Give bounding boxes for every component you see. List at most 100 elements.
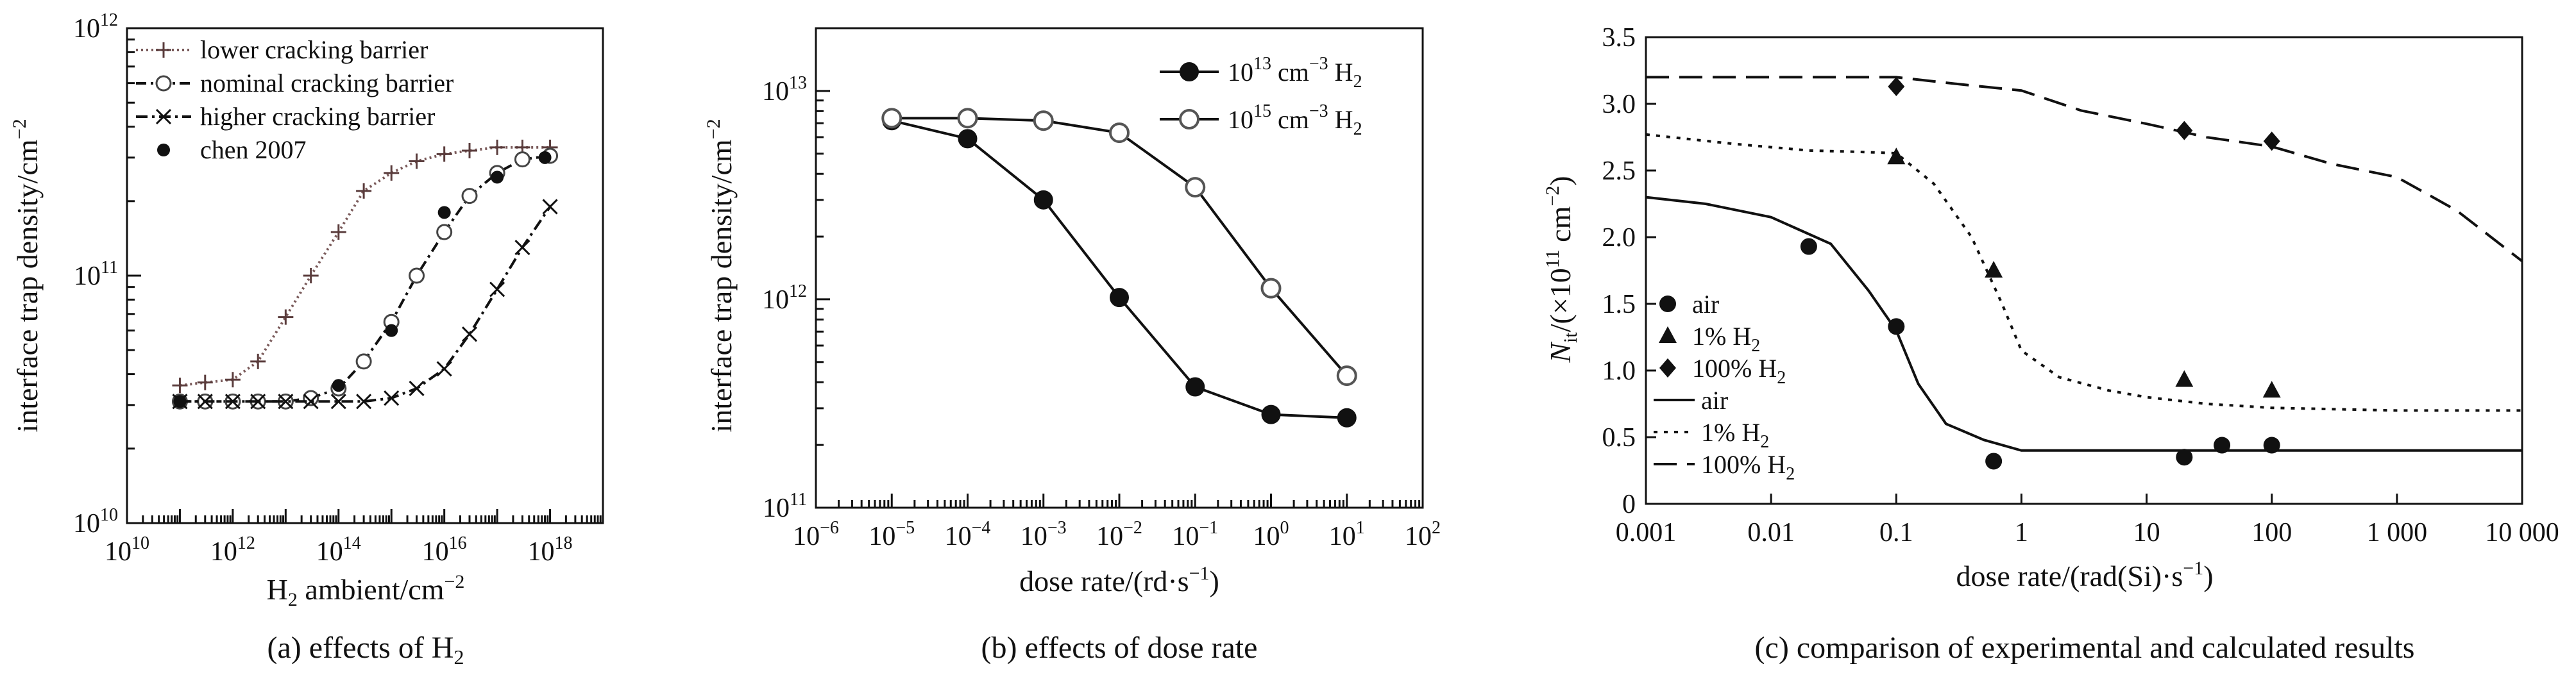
data-point-chen-2007 bbox=[173, 395, 187, 408]
data-point-nominal-cracking-barrier bbox=[409, 267, 425, 284]
x-tick-label: 100 bbox=[2251, 518, 2292, 547]
panel-a-legend: lower cracking barrier nominal cracking b… bbox=[136, 35, 453, 164]
data-point-higher-cracking-barrier bbox=[489, 281, 505, 297]
panel-b-ticks: 10−6 10−5 10−4 10−3 10−2 10−1 100 101 102 1011 101… bbox=[762, 27, 1441, 551]
legend-marker-1e13 bbox=[1180, 62, 1199, 81]
y-tick-label: 1012 bbox=[762, 281, 807, 315]
panel-a-chart: 1010 1012 1014 1016 1018 1010 1011 1012 lower c… bbox=[9, 10, 604, 669]
panel-c-plot-frame bbox=[1645, 36, 2523, 505]
x-tick-label: 1010 bbox=[105, 533, 149, 567]
measured-point-circle bbox=[1985, 453, 2003, 470]
legend-label: 100% H2 bbox=[1692, 354, 1786, 388]
x-tick-label: 1018 bbox=[528, 533, 573, 567]
y-tick-label: 3.0 bbox=[1602, 90, 1636, 119]
legend-marker-nominal-cracking-barrier bbox=[155, 75, 172, 92]
x-tick-label: 100 bbox=[1253, 518, 1289, 551]
data-point-lower-cracking-barrier bbox=[197, 374, 213, 390]
data-point-higher-cracking-barrier bbox=[303, 394, 319, 410]
data-point-nominal-cracking-barrier bbox=[514, 151, 530, 168]
panel-c-ticks: 0.001 0.01 0.1 1 10 100 1 000 10 000 0 0.5 1.0 1.5 2… bbox=[1602, 23, 2559, 547]
data-point-1e15 bbox=[881, 108, 902, 129]
y-tick-label: 3.5 bbox=[1602, 23, 1636, 53]
panel-a-series bbox=[171, 139, 559, 410]
legend-label: higher cracking barrier bbox=[200, 102, 435, 131]
legend-marker-1e15 bbox=[1179, 109, 1199, 129]
data-point-chen-2007 bbox=[385, 324, 398, 337]
data-point-higher-cracking-barrier bbox=[197, 394, 213, 410]
data-point-1e13 bbox=[1033, 190, 1053, 210]
x-tick-label: 0.001 bbox=[1616, 518, 1677, 547]
data-point-higher-cracking-barrier bbox=[225, 394, 241, 410]
series-line-1e15 bbox=[892, 117, 1348, 377]
data-point-1e15 bbox=[1260, 278, 1282, 299]
y-tick-label: 1.0 bbox=[1602, 356, 1636, 386]
panel-c-x-axis-label: dose rate/(rad(Si)·s−1) bbox=[1956, 558, 2213, 592]
legend-label: 100% H2 bbox=[1701, 450, 1795, 484]
panel-a-y-axis-label: interface trap density/cm−2 bbox=[9, 119, 44, 432]
measured-point-circle bbox=[2263, 437, 2280, 454]
y-tick-label: 2.0 bbox=[1602, 223, 1636, 253]
data-point-lower-cracking-barrier bbox=[356, 183, 372, 199]
panel-a-ticks: 1010 1012 1014 1016 1018 1010 1011 1012 bbox=[73, 10, 602, 567]
measured-point-triangle bbox=[1985, 261, 2003, 278]
x-tick-label: 1012 bbox=[210, 533, 255, 567]
panel-b-series bbox=[881, 108, 1357, 428]
panel-c-series bbox=[1645, 76, 2523, 470]
x-tick-label: 0.01 bbox=[1747, 518, 1795, 547]
data-point-nominal-cracking-barrier bbox=[461, 188, 478, 204]
y-tick-label: 1010 bbox=[73, 505, 118, 538]
data-point-higher-cracking-barrier bbox=[278, 394, 294, 410]
y-tick-label: 1.5 bbox=[1602, 290, 1636, 319]
legend-label: 1% H2 bbox=[1701, 418, 1769, 452]
data-point-lower-cracking-barrier bbox=[330, 224, 346, 240]
panel-c-chart: 0.001 0.01 0.1 1 10 100 1 000 10 000 0 0.5 1.0 1.5 2… bbox=[1542, 23, 2559, 665]
data-point-higher-cracking-barrier bbox=[384, 390, 400, 406]
y-tick-label: 0 bbox=[1622, 490, 1636, 519]
data-point-higher-cracking-barrier bbox=[542, 199, 558, 215]
legend-marker-chen-2007 bbox=[157, 144, 170, 156]
x-tick-label: 101 bbox=[1329, 518, 1365, 551]
x-tick-label: 0.1 bbox=[1879, 518, 1913, 547]
data-point-higher-cracking-barrier bbox=[514, 239, 530, 256]
x-tick-label: 10−2 bbox=[1096, 518, 1142, 551]
panel-b-legend: 1013 cm−3 H2 1015 cm−3 H2 bbox=[1160, 54, 1362, 139]
calculated-line-solid bbox=[1645, 196, 2522, 452]
measured-point-circle bbox=[2176, 449, 2193, 466]
panel-a-caption: (a) effects of H2 bbox=[267, 631, 464, 669]
data-point-1e13 bbox=[1110, 288, 1129, 308]
legend-label: 1013 cm−3 H2 bbox=[1228, 54, 1362, 92]
data-point-lower-cracking-barrier bbox=[225, 372, 241, 388]
x-tick-label: 102 bbox=[1405, 518, 1441, 551]
data-point-nominal-cracking-barrier bbox=[436, 224, 453, 240]
data-point-lower-cracking-barrier bbox=[436, 146, 452, 162]
x-tick-label: 10−6 bbox=[793, 518, 839, 551]
data-point-higher-cracking-barrier bbox=[461, 326, 478, 342]
panel-b-chart: 10−6 10−5 10−4 10−3 10−2 10−1 100 101 102 1011 101… bbox=[703, 27, 1441, 665]
data-point-lower-cracking-barrier bbox=[250, 353, 266, 369]
data-point-higher-cracking-barrier bbox=[356, 394, 372, 410]
measured-point-triangle bbox=[2175, 370, 2194, 387]
data-point-nominal-cracking-barrier bbox=[355, 353, 372, 370]
data-point-1e13 bbox=[1261, 404, 1281, 424]
measured-point-triangle bbox=[1887, 147, 1906, 165]
data-point-nominal-cracking-barrier bbox=[303, 390, 319, 406]
data-point-higher-cracking-barrier bbox=[436, 361, 452, 377]
measured-point-circle bbox=[2214, 437, 2231, 454]
data-point-higher-cracking-barrier bbox=[409, 380, 425, 397]
measured-point-diamond bbox=[1888, 76, 1905, 96]
data-point-1e15 bbox=[1109, 122, 1130, 144]
y-tick-label: 1011 bbox=[74, 258, 118, 291]
series-line-lower-cracking-barrier bbox=[180, 146, 550, 387]
y-tick-label: 0.5 bbox=[1602, 423, 1636, 453]
data-point-lower-cracking-barrier bbox=[409, 153, 425, 169]
legend-label: air bbox=[1701, 386, 1728, 415]
legend-marker-circle bbox=[1659, 296, 1676, 312]
legend-label: 1% H2 bbox=[1692, 322, 1760, 356]
data-point-1e13 bbox=[958, 129, 978, 149]
data-point-1e13 bbox=[1185, 377, 1205, 397]
x-tick-label: 10 000 bbox=[2485, 518, 2559, 547]
legend-label: air bbox=[1692, 290, 1719, 319]
x-tick-label: 1 000 bbox=[2367, 518, 2428, 547]
measured-point-circle bbox=[1888, 318, 1905, 335]
